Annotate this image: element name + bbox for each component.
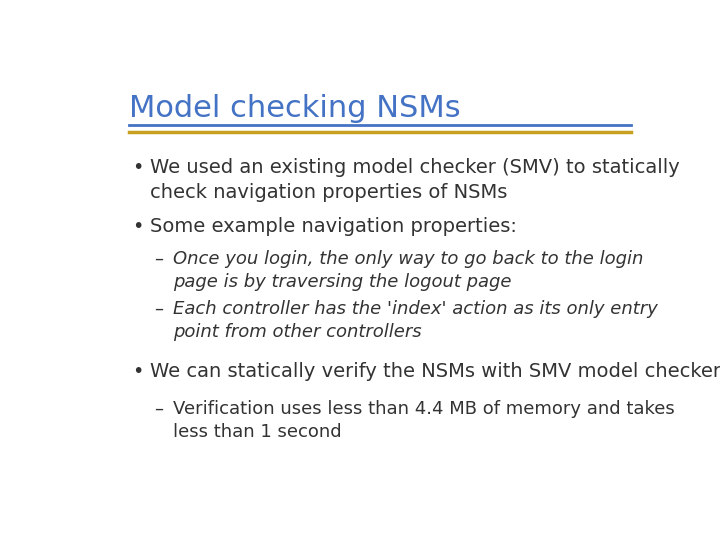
Text: –: – xyxy=(154,250,163,268)
Text: We used an existing model checker (SMV) to statically
check navigation propertie: We used an existing model checker (SMV) … xyxy=(150,158,680,202)
Text: –: – xyxy=(154,300,163,318)
Text: Each controller has the 'index' action as its only entry
point from other contro: Each controller has the 'index' action a… xyxy=(173,300,657,341)
Text: Verification uses less than 4.4 MB of memory and takes
less than 1 second: Verification uses less than 4.4 MB of me… xyxy=(173,400,675,441)
Text: –: – xyxy=(154,400,163,417)
Text: Some example navigation properties:: Some example navigation properties: xyxy=(150,217,517,235)
Text: •: • xyxy=(132,158,143,177)
Text: We can statically verify the NSMs with SMV model checker: We can statically verify the NSMs with S… xyxy=(150,362,720,381)
Text: •: • xyxy=(132,217,143,235)
Text: •: • xyxy=(132,362,143,381)
Text: Once you login, the only way to go back to the login
page is by traversing the l: Once you login, the only way to go back … xyxy=(173,250,643,292)
Text: Model checking NSMs: Model checking NSMs xyxy=(129,94,461,123)
